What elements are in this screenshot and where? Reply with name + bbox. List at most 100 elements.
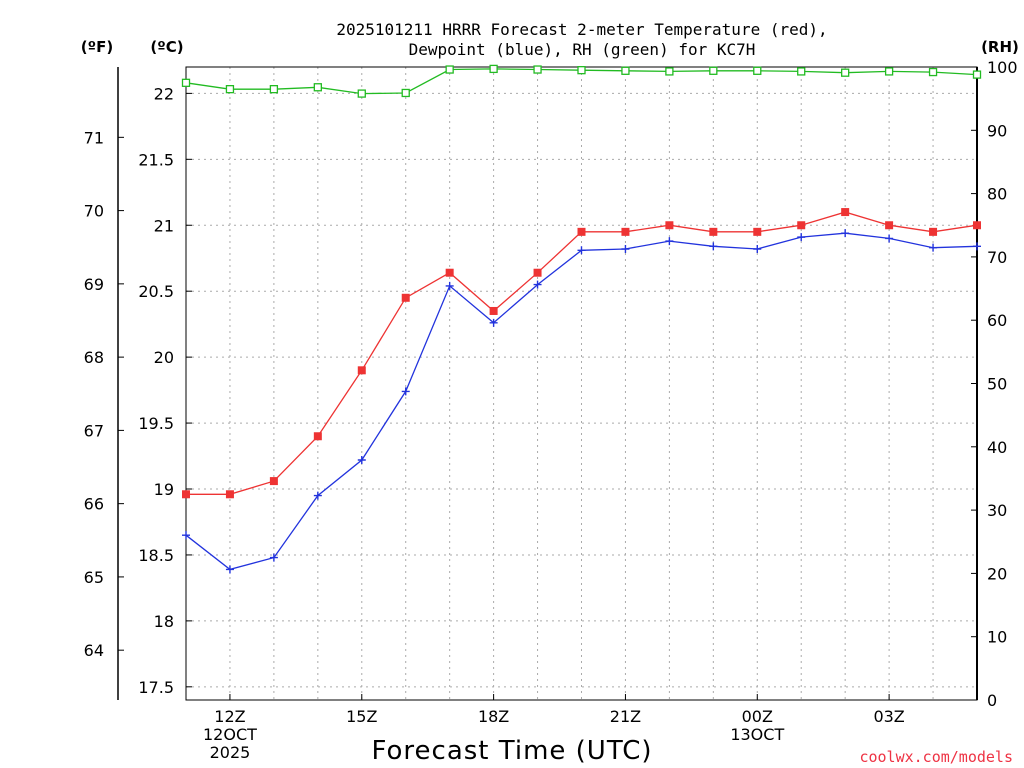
rh-tick-label: 40 — [987, 438, 1007, 457]
temperature-point — [621, 227, 630, 236]
axes — [117, 66, 978, 701]
rh-point — [665, 67, 674, 76]
fahrenheit-tick-label: 68 — [84, 348, 104, 367]
temperature-point — [182, 490, 190, 499]
rh-unit-label: (RH) — [981, 38, 1019, 56]
fahrenheit-tick-label: 67 — [84, 421, 104, 440]
watermark-link[interactable]: coolwx.com/models — [859, 748, 1013, 766]
fahrenheit-tick-label: 70 — [84, 202, 104, 221]
dewpoint-point — [357, 455, 366, 464]
rh-tick-label: 0 — [987, 691, 997, 710]
temperature-point — [225, 490, 234, 499]
dewpoint-point — [489, 318, 498, 327]
celsius-tick-label: 20 — [154, 348, 174, 367]
celsius-unit-label: (ºC) — [150, 38, 183, 56]
rh-point — [313, 83, 322, 92]
rh-point — [621, 66, 630, 75]
celsius-tick-label: 18 — [154, 612, 174, 631]
dewpoint-point — [885, 234, 894, 243]
fahrenheit-tick-label: 65 — [84, 568, 104, 587]
rh-point — [884, 67, 894, 76]
x-tick-label: 13OCT — [730, 725, 784, 744]
x-tick-label: 15Z — [346, 707, 377, 726]
rh-point — [445, 65, 454, 74]
rh-point — [928, 67, 938, 77]
grid-lines — [185, 67, 978, 700]
celsius-tick-label: 21 — [154, 216, 174, 235]
temperature-point — [665, 221, 674, 230]
temperature-point — [357, 366, 366, 375]
dewpoint-point — [313, 491, 322, 500]
series-temperature — [182, 208, 981, 499]
rh-tick-label: 50 — [987, 375, 1007, 394]
dewpoint-point — [797, 233, 806, 242]
x-tick-label: 00Z — [742, 707, 773, 726]
series-rh — [181, 64, 982, 98]
rh-tick-label: 20 — [987, 564, 1007, 583]
rh-point — [841, 68, 850, 77]
temperature-point — [313, 432, 322, 441]
celsius-tick-label: 22 — [154, 84, 174, 103]
dewpoint-point — [929, 243, 938, 252]
temperature-point — [841, 208, 850, 217]
rh-point — [181, 78, 191, 87]
rh-tick-label: 10 — [987, 628, 1007, 647]
fahrenheit-unit-label: (ºF) — [81, 38, 113, 56]
rh-point — [797, 67, 806, 76]
dewpoint-point — [182, 531, 190, 540]
rh-point — [489, 64, 498, 74]
rh-point — [225, 85, 235, 94]
x-tick-label: 21Z — [610, 707, 641, 726]
celsius-tick-label: 17.5 — [138, 678, 174, 697]
rh-tick-label: 90 — [987, 121, 1007, 140]
rh-tick-label: 70 — [987, 248, 1007, 267]
temperature-point — [445, 268, 454, 277]
fahrenheit-tick-label: 69 — [84, 275, 104, 294]
x-tick-label: 12OCT — [203, 725, 257, 744]
temperature-point — [269, 477, 278, 486]
dewpoint-point — [841, 229, 850, 238]
x-tick-label: 18Z — [478, 707, 509, 726]
dewpoint-point — [401, 387, 410, 396]
dewpoint-point — [225, 565, 234, 574]
chart-title-line1: 2025101211 HRRR Forecast 2-meter Tempera… — [336, 20, 827, 39]
celsius-tick-label: 19 — [154, 480, 174, 499]
temperature-point — [401, 293, 410, 302]
temperature-point — [709, 227, 718, 236]
temperature-point — [929, 227, 938, 236]
rh-tick-label: 80 — [987, 185, 1007, 204]
temperature-point — [577, 227, 586, 236]
temperature-point — [753, 227, 762, 236]
rh-point — [709, 66, 718, 75]
dewpoint-point — [973, 242, 981, 251]
rh-point — [972, 70, 982, 79]
rh-tick-label: 100 — [987, 58, 1018, 77]
temperature-point — [489, 306, 498, 315]
temperature-point — [533, 268, 542, 277]
temperature-point — [797, 221, 806, 230]
dewpoint-point — [665, 237, 674, 246]
series-dewpoint — [182, 229, 981, 574]
dewpoint-point — [753, 244, 762, 253]
dewpoint-point — [621, 244, 630, 253]
fahrenheit-tick-label: 64 — [84, 641, 104, 660]
rh-point — [357, 89, 366, 98]
rh-point — [533, 65, 542, 74]
data-series — [181, 64, 982, 574]
dewpoint-point — [445, 281, 454, 290]
x-tick-label: 03Z — [873, 707, 904, 726]
dewpoint-point — [709, 242, 718, 251]
celsius-tick-label: 19.5 — [138, 414, 174, 433]
celsius-tick-label: 20.5 — [138, 282, 174, 301]
x-tick-label: 12Z — [214, 707, 245, 726]
celsius-tick-label: 21.5 — [138, 150, 174, 169]
temperature-point — [885, 221, 894, 230]
x-axis-label: Forecast Time (UTC) — [371, 736, 652, 766]
chart-title-line2: Dewpoint (blue), RH (green) for KC7H — [409, 40, 756, 59]
rh-tick-label: 30 — [987, 501, 1007, 520]
rh-point — [577, 66, 586, 75]
rh-point — [401, 88, 410, 98]
rh-tick-label: 60 — [987, 311, 1007, 330]
celsius-tick-label: 18.5 — [138, 546, 174, 565]
